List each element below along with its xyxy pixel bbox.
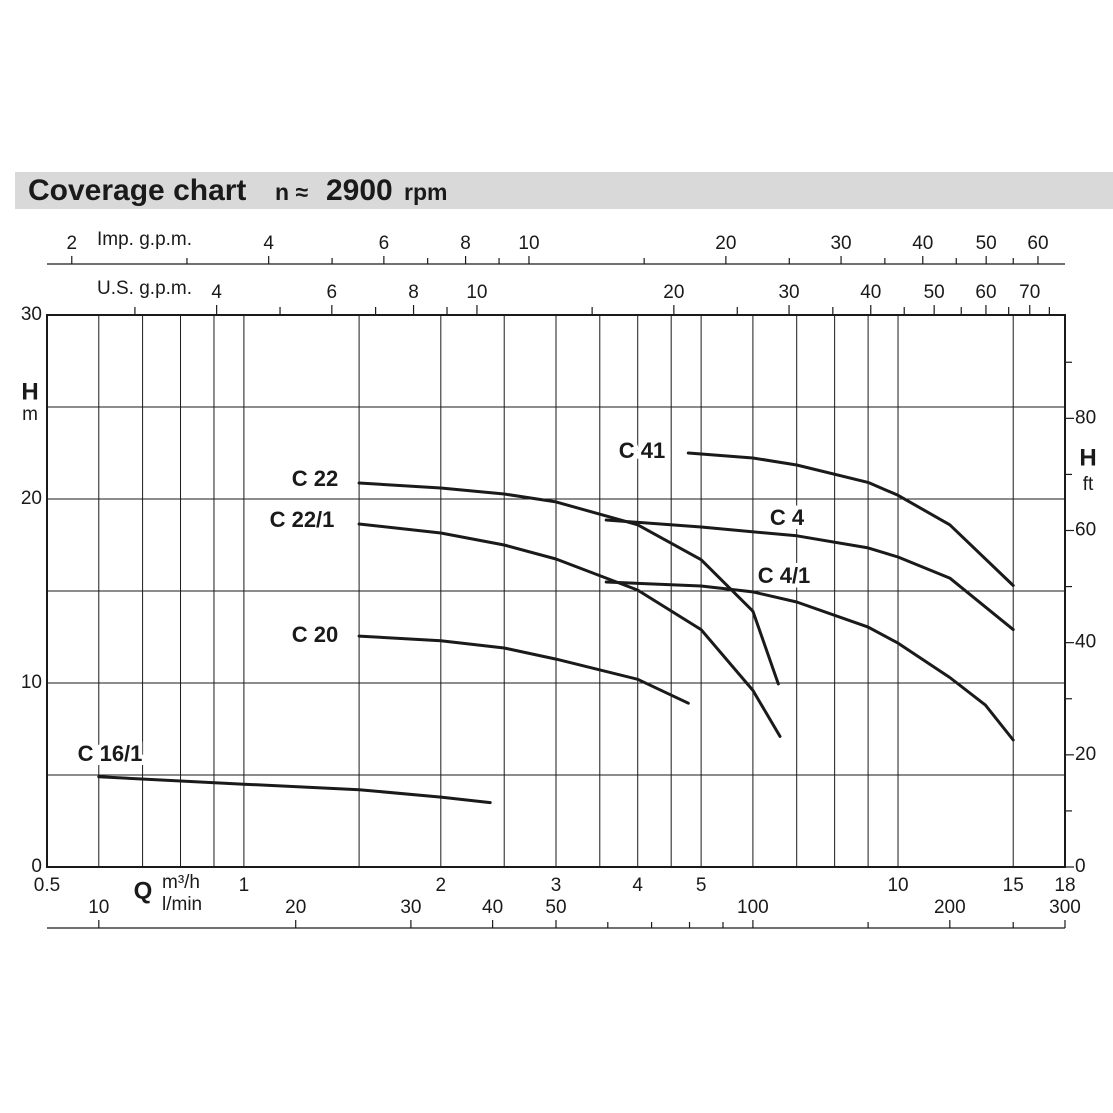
- axis-tick-label: 4: [263, 233, 274, 254]
- x-tick-label: 18: [1054, 875, 1075, 896]
- y2-axis-label: H: [1079, 444, 1096, 471]
- subtitle-prefix: n ≈: [275, 179, 308, 205]
- axis-tick-label: 50: [545, 897, 566, 918]
- axis-tick-label: 10: [466, 282, 487, 303]
- y2-axis-unit: ft: [1083, 474, 1094, 495]
- curve: [97, 775, 492, 805]
- x-tick-label: 15: [1003, 875, 1024, 896]
- axis-tick-label: 100: [737, 897, 769, 918]
- axis-tick-label: 2: [66, 233, 77, 254]
- x-tick-label: 5: [696, 875, 707, 896]
- axis-unit-label: Imp. g.p.m.: [97, 229, 192, 250]
- curve: [357, 481, 780, 686]
- axis-tick-label: 50: [924, 282, 945, 303]
- curve: [357, 522, 782, 738]
- axis-tick-label: 6: [379, 233, 390, 254]
- series-label: C 16/1: [78, 741, 143, 766]
- series-label: C 20: [292, 622, 338, 647]
- x-tick-label: 3: [551, 875, 562, 896]
- axis-tick-label: 8: [460, 233, 471, 254]
- axis-tick-label: 10: [518, 233, 539, 254]
- axis-tick-label: 30: [830, 233, 851, 254]
- subtitle-speed: 2900: [326, 174, 393, 207]
- title-bar: [15, 172, 1113, 209]
- axis-tick-label: 6: [327, 282, 338, 303]
- x-tick-label: 0.5: [34, 875, 60, 896]
- y-tick-label: 20: [21, 488, 42, 509]
- axis-tick-label: 20: [663, 282, 684, 303]
- y-axis-unit: m: [22, 404, 38, 425]
- axis-tick-label: 60: [975, 282, 996, 303]
- axis-tick-label: 8: [408, 282, 419, 303]
- axis-tick-label: 40: [482, 897, 503, 918]
- axis-tick-label: 40: [860, 282, 881, 303]
- curve: [686, 451, 1015, 587]
- y-axis-label: H: [21, 378, 38, 405]
- axis-tick-label: 60: [1027, 233, 1048, 254]
- subtitle-unit: rpm: [404, 179, 447, 205]
- axis-tick-label: 20: [285, 897, 306, 918]
- x-axis-label: Q: [134, 877, 153, 904]
- y2-tick-label: 40: [1075, 632, 1096, 653]
- curve: [604, 580, 1015, 742]
- x-tick-label: 10: [887, 875, 908, 896]
- x-tick-label: 1: [239, 875, 250, 896]
- x-tick-label: 4: [632, 875, 643, 896]
- y2-tick-label: 0: [1075, 856, 1086, 877]
- axis-tick-label: 300: [1049, 897, 1081, 918]
- y-tick-label: 10: [21, 672, 42, 693]
- axis-unit-label: l/min: [162, 894, 202, 915]
- axis-tick-label: 40: [912, 233, 933, 254]
- curve: [604, 518, 1015, 632]
- y2-tick-label: 20: [1075, 744, 1096, 765]
- axis-tick-label: 30: [778, 282, 799, 303]
- axis-tick-label: 10: [88, 897, 109, 918]
- series-label: C 4/1: [758, 563, 811, 588]
- y-tick-label: 30: [21, 304, 42, 325]
- axis-tick-label: 4: [211, 282, 222, 303]
- y2-tick-label: 60: [1075, 520, 1096, 541]
- series-label: C 22/1: [270, 507, 335, 532]
- x-axis-unit: m³/h: [162, 872, 200, 893]
- axis-tick-label: 200: [934, 897, 966, 918]
- axis-tick-label: 70: [1019, 282, 1040, 303]
- axis-tick-label: 50: [976, 233, 997, 254]
- y-tick-label: 0: [31, 856, 42, 877]
- series-label: C 4: [770, 505, 805, 530]
- curve: [357, 634, 690, 705]
- y2-tick-label: 80: [1075, 407, 1096, 428]
- x-tick-label: 2: [436, 875, 447, 896]
- series-label: C 41: [619, 438, 665, 463]
- axis-tick-label: 20: [715, 233, 736, 254]
- series-label: C 22: [292, 466, 338, 491]
- axis-tick-label: 30: [400, 897, 421, 918]
- chart-title: Coverage chart: [28, 174, 246, 207]
- axis-unit-label: U.S. g.p.m.: [97, 278, 192, 299]
